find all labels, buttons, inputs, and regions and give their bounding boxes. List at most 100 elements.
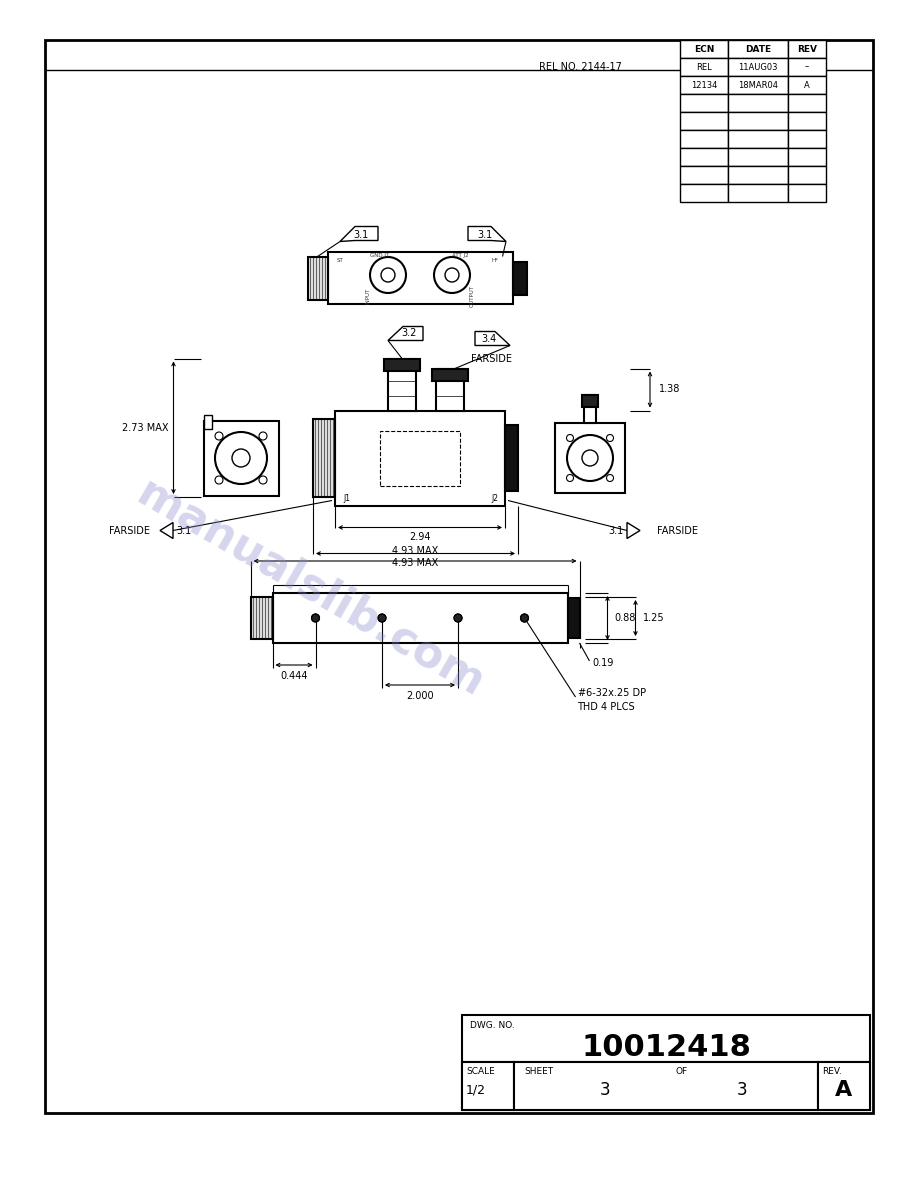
Bar <box>788 76 826 94</box>
Bar <box>555 423 625 493</box>
Text: SCALE: SCALE <box>466 1068 495 1076</box>
Text: 12134: 12134 <box>691 81 717 89</box>
Bar <box>728 112 788 129</box>
Bar <box>273 593 567 643</box>
Bar <box>582 394 598 407</box>
Bar <box>384 359 420 371</box>
Text: SHEET: SHEET <box>524 1068 554 1076</box>
Text: 4.93 MAX: 4.93 MAX <box>392 558 439 569</box>
Bar <box>788 94 826 112</box>
Text: A: A <box>835 1080 853 1100</box>
Bar <box>680 76 728 94</box>
Circle shape <box>378 614 386 623</box>
Bar <box>728 129 788 148</box>
Text: J2: J2 <box>491 494 498 503</box>
Text: A: A <box>804 81 810 89</box>
Text: 3.2: 3.2 <box>401 329 417 339</box>
Bar <box>680 58 728 76</box>
Text: H*: H* <box>491 258 498 263</box>
Text: #6-32x.25 DP: #6-32x.25 DP <box>577 688 645 699</box>
Text: 3.1: 3.1 <box>609 525 623 536</box>
Text: ECN: ECN <box>694 44 714 53</box>
Bar <box>204 415 211 429</box>
Text: 2.73 MAX: 2.73 MAX <box>122 423 169 432</box>
Bar <box>728 40 788 58</box>
Text: 3.4: 3.4 <box>481 334 497 343</box>
Circle shape <box>311 614 319 623</box>
Bar <box>818 1062 870 1110</box>
Bar <box>432 368 468 380</box>
Text: DATE: DATE <box>744 44 771 53</box>
Text: FARSIDE: FARSIDE <box>472 354 512 364</box>
Bar <box>328 252 512 304</box>
Text: REL NO. 2144-17: REL NO. 2144-17 <box>539 62 621 72</box>
Bar <box>788 148 826 166</box>
Text: 3: 3 <box>599 1081 610 1099</box>
Text: 4.93 MAX: 4.93 MAX <box>392 546 438 556</box>
Text: 3.1: 3.1 <box>353 230 369 240</box>
Bar <box>728 58 788 76</box>
Bar <box>584 394 596 423</box>
Text: manualslib.com: manualslib.com <box>129 470 491 706</box>
Bar <box>788 112 826 129</box>
Circle shape <box>454 614 462 623</box>
Text: 3.1: 3.1 <box>176 525 192 536</box>
Text: REL: REL <box>696 63 711 71</box>
Text: REV: REV <box>797 44 817 53</box>
Bar <box>505 425 518 491</box>
Bar <box>567 598 579 638</box>
Text: 11AUG03: 11AUG03 <box>738 63 778 71</box>
Bar <box>462 1062 514 1110</box>
Text: J1: J1 <box>343 494 351 503</box>
Text: 1/2: 1/2 <box>466 1083 486 1097</box>
Bar <box>680 40 728 58</box>
Text: 0.444: 0.444 <box>280 671 308 681</box>
Text: 1.25: 1.25 <box>643 613 665 623</box>
Bar <box>728 94 788 112</box>
Bar <box>728 166 788 184</box>
Text: FARSIDE: FARSIDE <box>109 525 151 536</box>
Text: 18MAR04: 18MAR04 <box>738 81 778 89</box>
Text: FARSIDE: FARSIDE <box>657 525 699 536</box>
Text: –: – <box>805 63 809 71</box>
Bar <box>680 112 728 129</box>
Bar <box>680 166 728 184</box>
Bar <box>788 40 826 58</box>
Bar <box>680 129 728 148</box>
Text: OUTPUT: OUTPUT <box>469 285 475 307</box>
Text: DWG. NO.: DWG. NO. <box>470 1022 515 1030</box>
Text: OF: OF <box>675 1068 688 1076</box>
Bar <box>251 598 273 639</box>
Text: 1.38: 1.38 <box>659 385 680 394</box>
Text: REV.: REV. <box>822 1068 842 1076</box>
Text: 0.88: 0.88 <box>615 613 636 623</box>
Bar <box>788 129 826 148</box>
Text: 2.94: 2.94 <box>409 532 431 543</box>
Bar <box>308 257 328 299</box>
Circle shape <box>521 614 529 623</box>
Bar <box>388 359 416 411</box>
Bar <box>680 148 728 166</box>
Bar <box>728 148 788 166</box>
Bar <box>514 1062 818 1110</box>
Bar <box>788 58 826 76</box>
Text: ST: ST <box>337 258 343 263</box>
Bar <box>788 166 826 184</box>
Text: INPUT: INPUT <box>365 287 371 304</box>
Text: 3.1: 3.1 <box>477 230 492 240</box>
Bar <box>728 76 788 94</box>
Bar <box>728 184 788 202</box>
Text: ATT J2: ATT J2 <box>452 253 468 258</box>
Bar <box>313 419 335 497</box>
Text: 10012418: 10012418 <box>581 1034 751 1062</box>
Text: 2.000: 2.000 <box>406 691 434 701</box>
Text: THD 4 PLCS: THD 4 PLCS <box>577 702 635 712</box>
Bar <box>680 94 728 112</box>
Bar <box>680 184 728 202</box>
Bar <box>462 1015 870 1110</box>
Text: GND J1: GND J1 <box>370 253 390 258</box>
Bar <box>204 421 278 495</box>
Text: 3: 3 <box>736 1081 747 1099</box>
Bar <box>512 261 527 295</box>
Bar <box>335 411 505 506</box>
